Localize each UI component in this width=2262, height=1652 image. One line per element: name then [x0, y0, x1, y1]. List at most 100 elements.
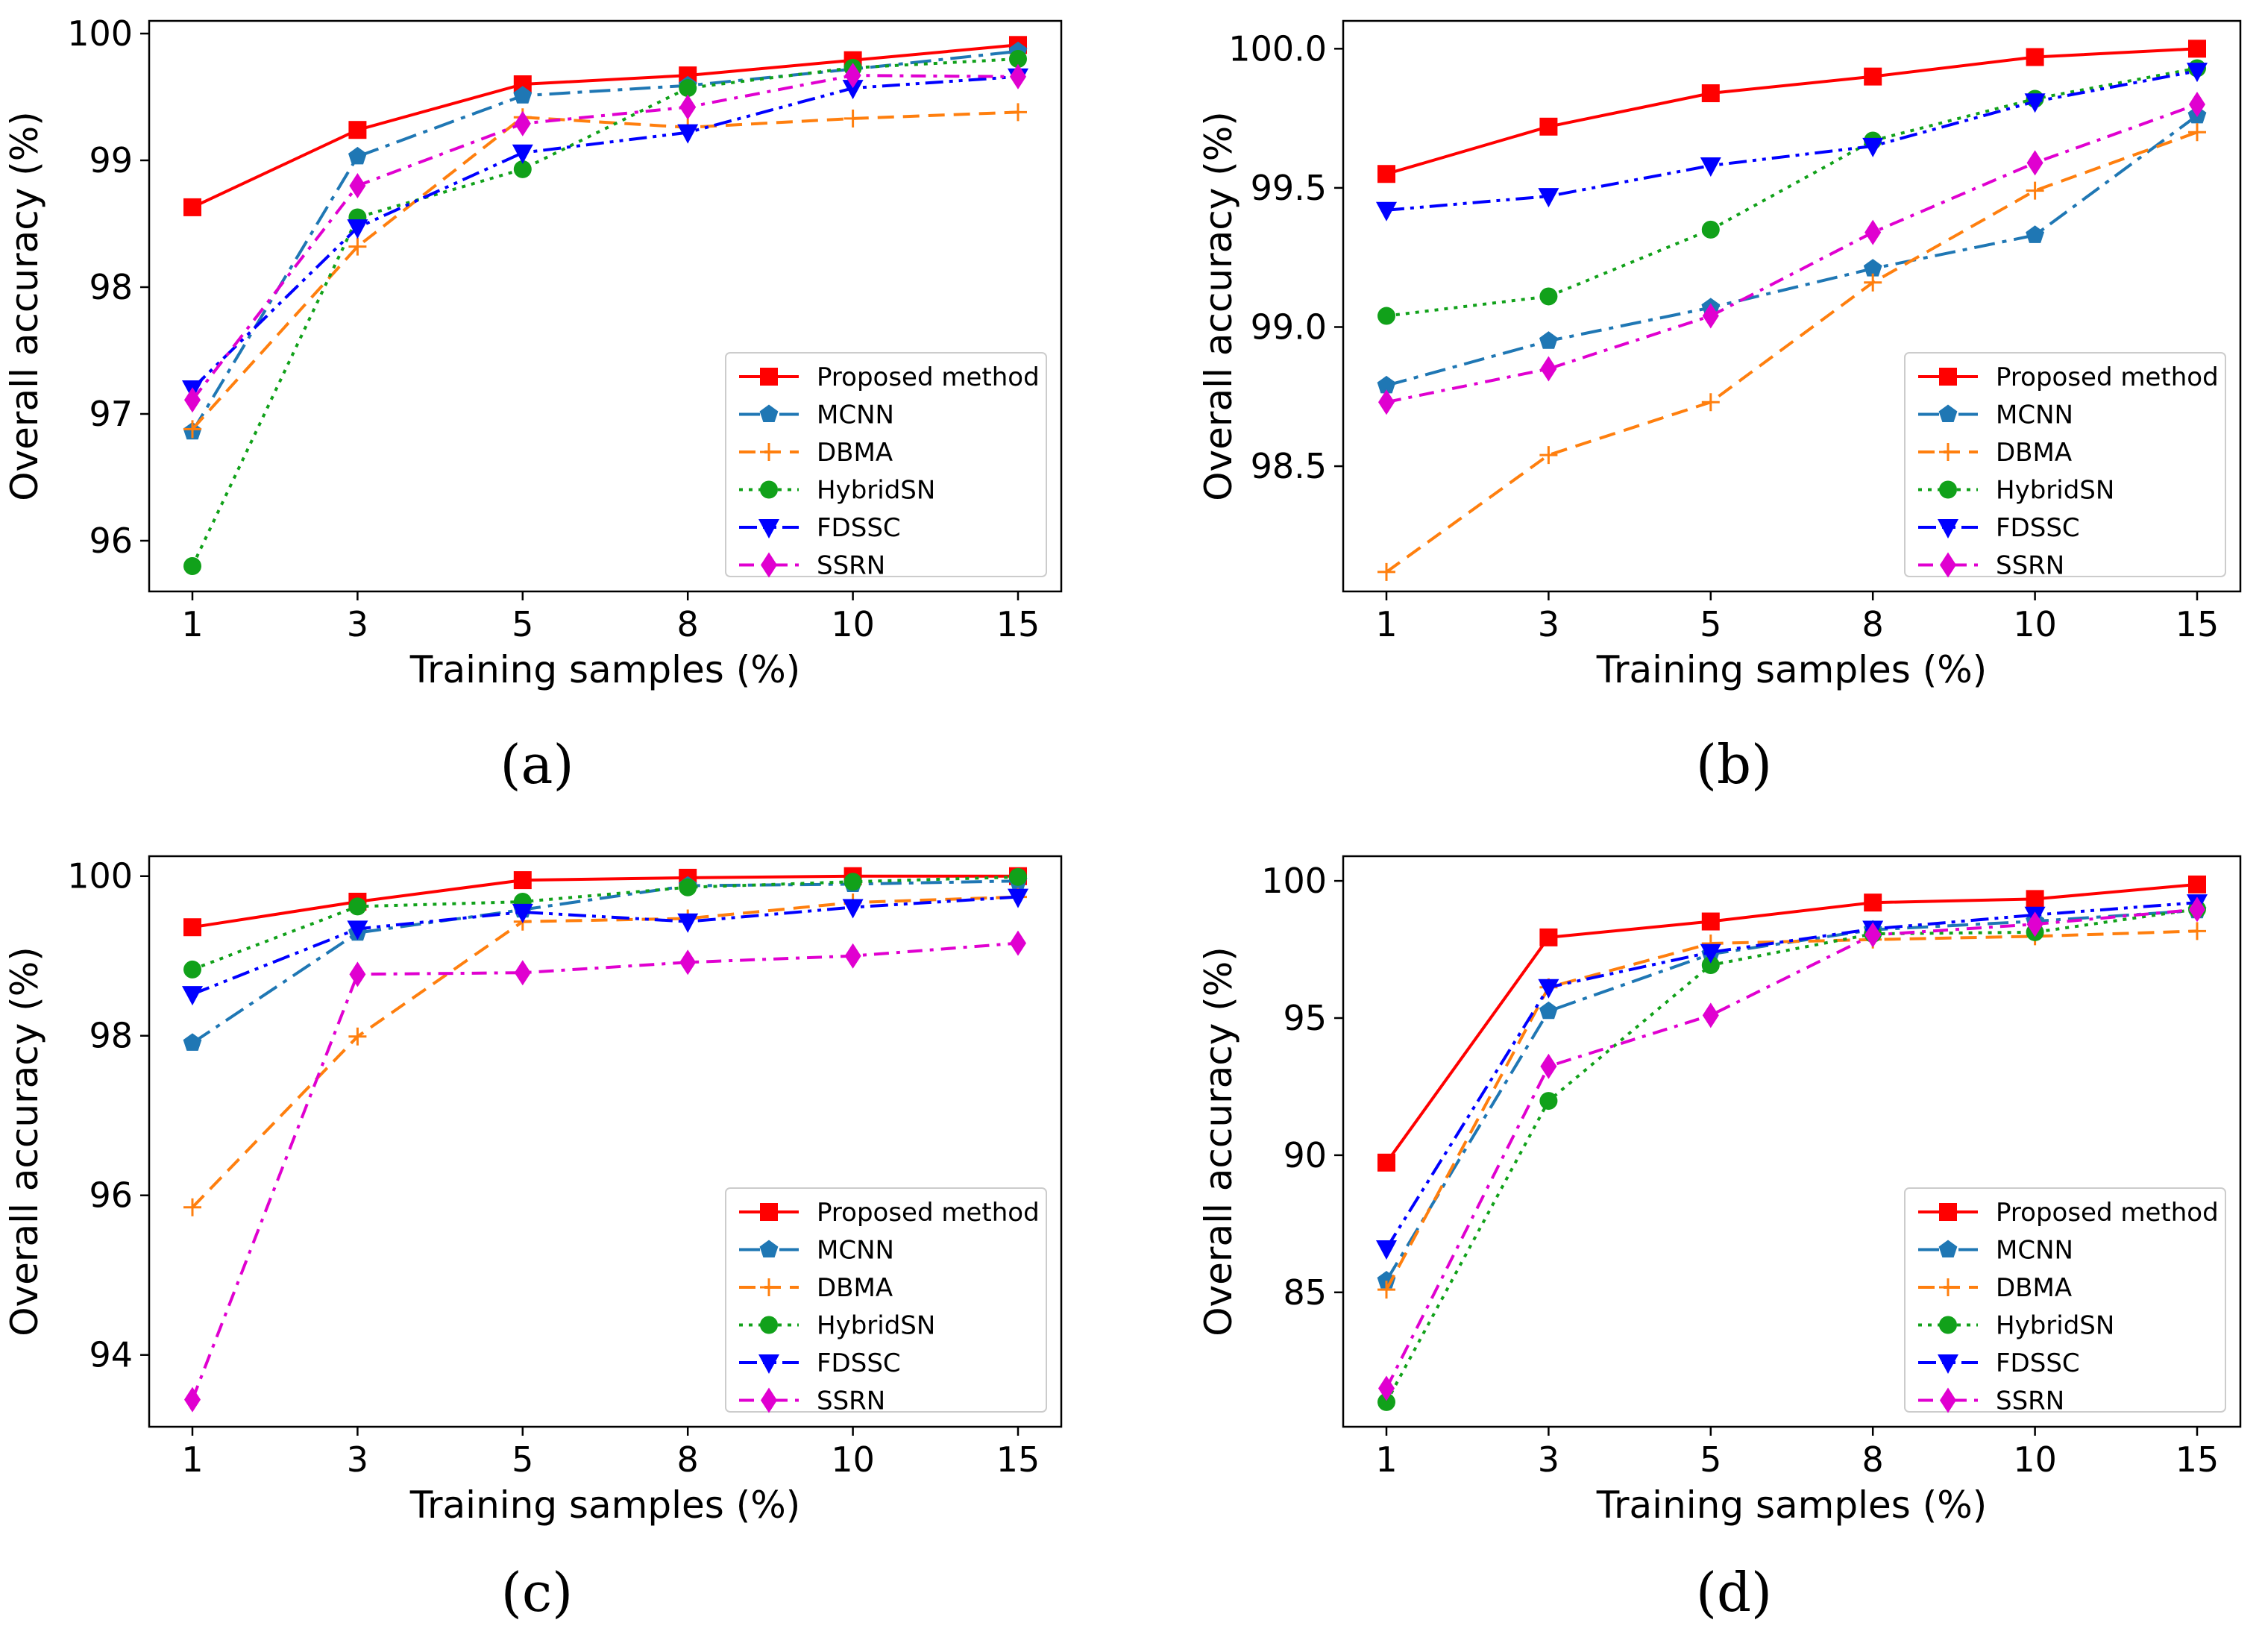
- data-point-ssrn-10: [2026, 150, 2043, 176]
- data-point-mcnn-3: [348, 146, 367, 165]
- series-line-dbma: [191, 895, 1019, 1209]
- y-tick-label: 99.5: [1251, 168, 1327, 208]
- y-tick-label: 100: [67, 856, 133, 896]
- data-point-dbma-1: [1377, 562, 1395, 581]
- legend-marker-fdssc: [758, 1354, 779, 1374]
- data-point-proposed-method-3: [348, 121, 367, 139]
- data-point-ssrn-5: [514, 960, 531, 986]
- plot-frame: [1342, 855, 2242, 1428]
- data-point-ssrn-1: [184, 387, 201, 413]
- data-point-hybridsn-1: [183, 557, 201, 575]
- data-point-proposed-method-8: [1864, 67, 1882, 86]
- panel-caption-d: (d): [1696, 1561, 1772, 1624]
- data-point-dbma-8: [1864, 273, 1882, 292]
- legend-label-dbma: DBMA: [817, 1273, 893, 1303]
- data-point-ssrn-1: [1378, 389, 1395, 415]
- legend-label-ssrn: SSRN: [817, 551, 885, 581]
- x-tick-label: 3: [347, 604, 368, 644]
- data-point-ssrn-10: [844, 943, 861, 969]
- legend-marker-fdssc: [1938, 519, 1958, 538]
- legend-label-ssrn: SSRN: [1996, 1386, 2064, 1416]
- data-point-proposed-method-3: [1539, 117, 1558, 136]
- x-tick-label: 5: [1700, 604, 1721, 644]
- legend-label-proposed-method: Proposed method: [817, 362, 1040, 392]
- legend-marker-dbma: [760, 1278, 778, 1296]
- legend-label-ssrn: SSRN: [1996, 551, 2064, 581]
- data-point-ssrn-8: [679, 949, 697, 976]
- legend-marker-dbma: [1939, 1278, 1957, 1296]
- legend-marker-mcnn: [1938, 1240, 1958, 1257]
- x-tick-label: 1: [181, 1439, 203, 1480]
- data-point-dbma-1: [1377, 1281, 1395, 1299]
- series-ssrn-panel-c: [184, 930, 1026, 1413]
- x-tick-label: 10: [2013, 1439, 2057, 1480]
- data-point-proposed-method-1: [1377, 1153, 1395, 1172]
- legend-marker-proposed-method: [1939, 368, 1957, 386]
- data-point-dbma-10: [2026, 181, 2044, 200]
- x-tick-label: 8: [677, 1439, 699, 1480]
- y-tick-label: 99: [89, 140, 133, 180]
- data-point-ssrn-15: [2189, 896, 2205, 923]
- legend-marker-hybridsn: [760, 1316, 778, 1334]
- y-tick-label: 97: [89, 394, 133, 434]
- legend-marker-ssrn: [1940, 1387, 1956, 1413]
- y-tick-label: 98: [89, 1016, 133, 1056]
- data-point-mcnn-1: [183, 1033, 202, 1051]
- data-point-hybridsn-1: [1377, 307, 1395, 325]
- series-ssrn-panel-b: [1378, 91, 2205, 415]
- data-point-ssrn-15: [2189, 91, 2205, 117]
- series-proposed-method-panel-b: [1377, 40, 2206, 183]
- x-tick-label: 1: [1375, 1439, 1397, 1480]
- data-point-hybridsn-5: [513, 160, 532, 178]
- data-point-proposed-method-1: [1377, 165, 1395, 183]
- data-point-fdssc-8: [677, 124, 699, 144]
- series-line-hybridsn: [1386, 66, 2198, 318]
- y-axis-label: Overall accuracy (%): [3, 111, 46, 501]
- data-point-hybridsn-5: [1701, 220, 1720, 239]
- data-point-ssrn-3: [1540, 356, 1557, 382]
- series-fdssc-panel-c: [182, 888, 1028, 1006]
- data-point-ssrn-3: [349, 173, 366, 198]
- data-point-fdssc-10: [842, 80, 864, 100]
- x-axis-label: Training samples (%): [409, 1483, 800, 1527]
- data-point-proposed-method-15: [2188, 40, 2206, 58]
- x-tick-label: 5: [1700, 1439, 1721, 1480]
- x-tick-label: 15: [2175, 1439, 2219, 1480]
- data-point-ssrn-8: [1864, 219, 1882, 245]
- x-tick-label: 15: [996, 604, 1040, 644]
- data-point-proposed-method-5: [513, 871, 532, 890]
- legend-label-mcnn: MCNN: [1996, 401, 2073, 430]
- data-point-dbma-15: [2188, 922, 2206, 940]
- data-point-fdssc-5: [512, 903, 533, 923]
- data-point-ssrn-3: [349, 961, 366, 987]
- data-point-mcnn-10: [2026, 225, 2044, 243]
- data-point-dbma-3: [348, 1027, 367, 1046]
- legend-label-fdssc: FDSSC: [1996, 1348, 2080, 1378]
- data-point-hybridsn-8: [679, 79, 697, 98]
- legend-label-mcnn: MCNN: [817, 401, 894, 430]
- y-tick-label: 98: [89, 267, 133, 307]
- data-point-ssrn-5: [514, 110, 531, 136]
- legend-box: [1904, 352, 2226, 577]
- legend-marker-dbma: [1939, 443, 1957, 461]
- x-axis-label: Training samples (%): [1596, 1483, 1987, 1527]
- legend-box: [1904, 1187, 2226, 1413]
- series-line-mcnn: [191, 879, 1019, 1045]
- legend-marker-proposed-method: [760, 1203, 778, 1221]
- data-point-hybridsn-15: [1009, 867, 1027, 886]
- y-tick-label: 96: [89, 1175, 133, 1216]
- y-tick-label: 100.0: [1228, 28, 1327, 69]
- x-tick-label: 15: [2175, 604, 2219, 644]
- series-line-mcnn: [1386, 114, 2199, 387]
- data-point-ssrn-5: [1702, 1002, 1719, 1028]
- plot-frame: [148, 855, 1063, 1428]
- data-point-fdssc-15: [2187, 63, 2208, 83]
- y-tick-label: 98.5: [1251, 446, 1327, 486]
- legend-label-fdssc: FDSSC: [1996, 513, 2080, 543]
- legend-marker-hybridsn: [1939, 1316, 1957, 1334]
- series-dbma-panel-b: [1377, 123, 2206, 581]
- data-point-hybridsn-3: [348, 897, 367, 916]
- series-line-mcnn: [191, 49, 1019, 433]
- x-tick-label: 5: [512, 604, 533, 644]
